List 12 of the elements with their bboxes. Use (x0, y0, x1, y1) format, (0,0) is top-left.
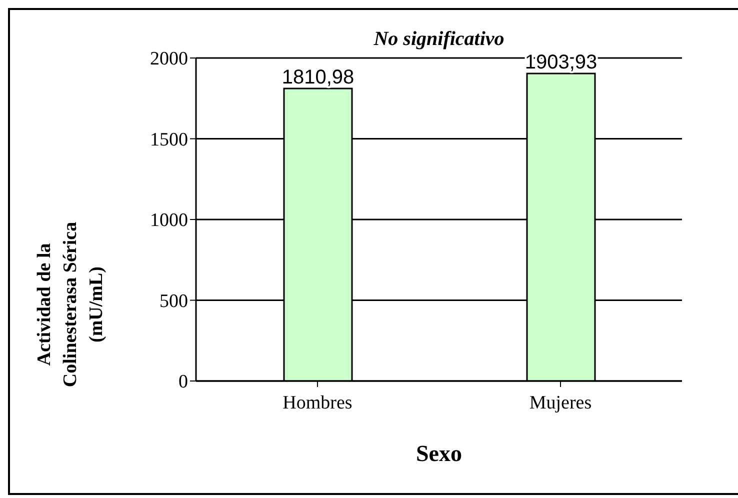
text: No significativo (374, 28, 504, 51)
y-tick-label: 1000 (150, 210, 188, 232)
y-tick-label: 500 (160, 290, 188, 312)
y-tick-label: 2000 (150, 48, 188, 70)
y-tick-label: 0 (178, 372, 188, 393)
y-axis-title: Actividad de la Colinesterasa Sérica (mU/mL) (34, 221, 106, 388)
data-label: 1903,93 (524, 52, 598, 74)
y-tick-label: 1500 (150, 129, 188, 150)
data-label: 1810,98 (282, 66, 354, 89)
x-axis-title: Sexo (416, 441, 462, 466)
x-tick-label: Hombres (282, 392, 352, 414)
x-tick-label: Mujeres (529, 392, 592, 414)
